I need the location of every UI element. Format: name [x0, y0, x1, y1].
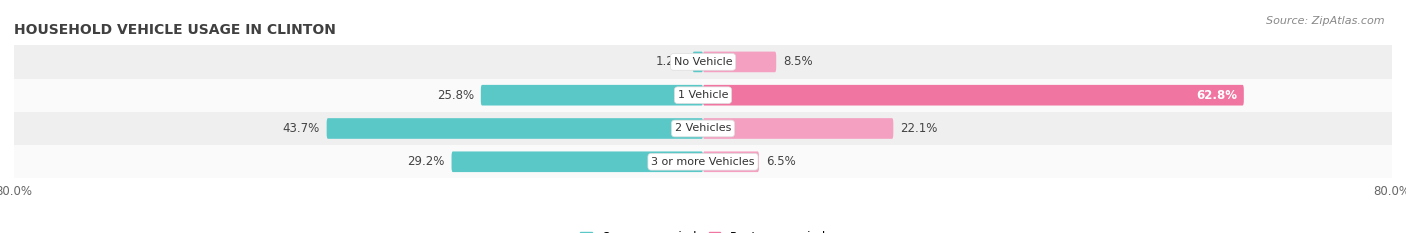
Text: 22.1%: 22.1%	[900, 122, 938, 135]
Bar	[14, 79, 1392, 112]
FancyBboxPatch shape	[481, 85, 703, 106]
Text: 6.5%: 6.5%	[766, 155, 796, 168]
Text: No Vehicle: No Vehicle	[673, 57, 733, 67]
Text: HOUSEHOLD VEHICLE USAGE IN CLINTON: HOUSEHOLD VEHICLE USAGE IN CLINTON	[14, 23, 336, 37]
Text: 8.5%: 8.5%	[783, 55, 813, 69]
Text: 29.2%: 29.2%	[408, 155, 444, 168]
Text: 43.7%: 43.7%	[283, 122, 319, 135]
FancyBboxPatch shape	[703, 51, 776, 72]
Text: 1.2%: 1.2%	[657, 55, 686, 69]
Text: 25.8%: 25.8%	[437, 89, 474, 102]
Bar	[14, 145, 1392, 178]
Text: 1 Vehicle: 1 Vehicle	[678, 90, 728, 100]
FancyBboxPatch shape	[326, 118, 703, 139]
Legend: Owner-occupied, Renter-occupied: Owner-occupied, Renter-occupied	[575, 226, 831, 233]
FancyBboxPatch shape	[693, 51, 703, 72]
Text: Source: ZipAtlas.com: Source: ZipAtlas.com	[1267, 16, 1385, 26]
FancyBboxPatch shape	[703, 151, 759, 172]
Text: 2 Vehicles: 2 Vehicles	[675, 123, 731, 134]
FancyBboxPatch shape	[703, 85, 1244, 106]
Text: 3 or more Vehicles: 3 or more Vehicles	[651, 157, 755, 167]
FancyBboxPatch shape	[703, 118, 893, 139]
FancyBboxPatch shape	[451, 151, 703, 172]
Bar	[14, 112, 1392, 145]
Bar	[14, 45, 1392, 79]
Text: 62.8%: 62.8%	[1197, 89, 1237, 102]
